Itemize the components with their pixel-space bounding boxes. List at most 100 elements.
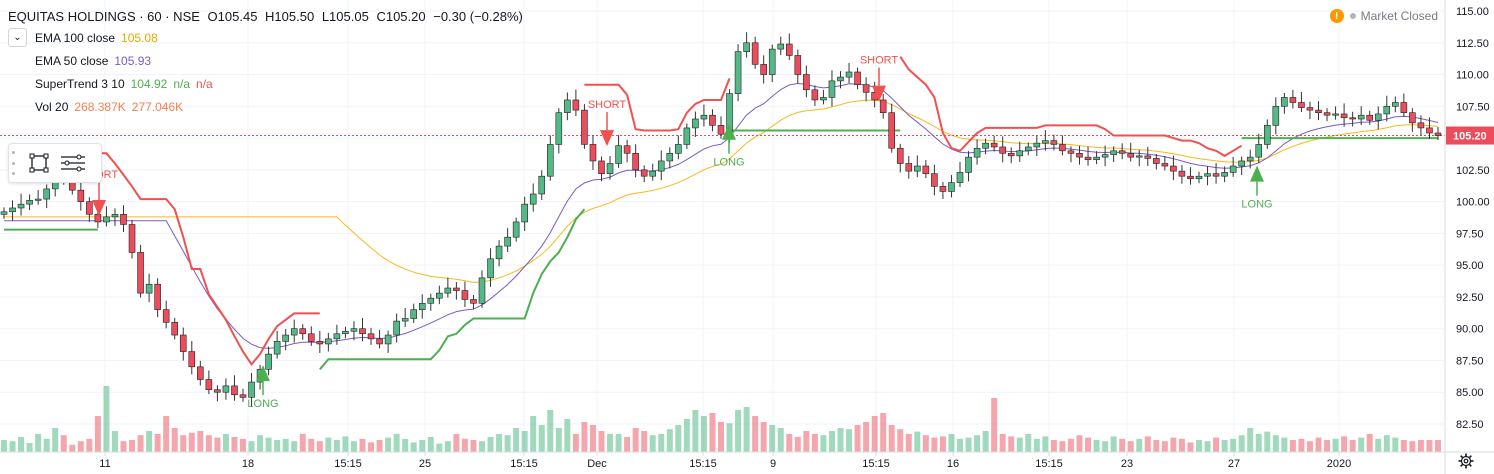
candle-body (1050, 140, 1058, 145)
volume-bar (154, 434, 161, 452)
volume-bar (1255, 434, 1262, 452)
volume-bar (1213, 437, 1220, 452)
warning-icon[interactable]: ! (1329, 9, 1344, 23)
volume-bar (1264, 431, 1271, 452)
volume-bar (1008, 436, 1015, 452)
volume-bar (1067, 438, 1074, 452)
volume-bar (214, 437, 221, 452)
volume-bar (461, 438, 468, 452)
volume-bar (555, 428, 562, 452)
candle-body (478, 277, 486, 304)
drag-handle-icon[interactable] (12, 151, 22, 175)
volume-bar (197, 431, 204, 452)
signal-long: LONG (247, 365, 279, 410)
volume-bar (863, 422, 870, 452)
volume-bar (35, 434, 42, 452)
time-tick-label: 2020 (1327, 458, 1351, 470)
volume-bar (957, 438, 963, 452)
candle-body (1204, 173, 1211, 177)
candle-body (862, 84, 870, 93)
arrow-up-icon (1250, 165, 1264, 182)
volume-bar (316, 441, 323, 452)
time-tick-label: 27 (1228, 458, 1240, 470)
volume-bar (1392, 437, 1399, 452)
candle-body (888, 112, 896, 149)
volume-bar (402, 438, 409, 452)
candle-body (1084, 156, 1092, 160)
indicator-ema50[interactable]: EMA 50 close 105.93 (8, 49, 527, 72)
candle-body (794, 55, 802, 75)
signal-label: LONG (1241, 199, 1272, 211)
volume-bar (1315, 437, 1322, 452)
candle-body (700, 114, 708, 120)
settings-gear-icon (1458, 453, 1474, 469)
indicator-ema100[interactable]: ⌄ EMA 100 close 105.08 (8, 26, 527, 49)
volume-bar (9, 441, 16, 452)
candle-body (1263, 125, 1271, 145)
candle-body (546, 144, 554, 177)
time-axis[interactable]: 11 18 15:15 25 15:15 Dec 15:15 9 15:15 16 15:15 23 2… (0, 451, 1494, 470)
candle-body (572, 99, 580, 111)
volume-bar (1204, 441, 1211, 452)
volume-bar (410, 442, 417, 452)
candle-body (982, 142, 989, 149)
candle-body (1033, 142, 1041, 148)
time-tick-label: 25 (419, 458, 431, 470)
time-tick-label: 15:15 (689, 458, 717, 470)
price-axis[interactable]: 115.00112.50110.00107.50105.00102.50100.… (1444, 0, 1494, 474)
volume-bar (538, 425, 545, 452)
indicator-supertrend[interactable]: SuperTrend 3 10 104.92 n/a n/a (8, 72, 527, 95)
volume-bar (26, 443, 33, 452)
arrow-up-icon (722, 123, 736, 140)
candle-body (623, 145, 631, 154)
candle-body (512, 221, 520, 238)
volume-bar (854, 425, 861, 452)
collapse-legend-button[interactable]: ⌄ (8, 28, 27, 47)
volume-bar (18, 437, 25, 452)
candle-body (990, 142, 998, 148)
floating-drawing-toolbar[interactable] (8, 143, 102, 183)
candle-body (1195, 175, 1203, 180)
candle-body (1024, 146, 1032, 152)
volume-bar (1400, 440, 1407, 452)
status-dot-icon (1349, 13, 1356, 19)
volume-bar (103, 386, 110, 452)
rectangle-tool-button[interactable] (22, 146, 56, 180)
volume-bar (811, 434, 818, 452)
candle-body (1306, 107, 1314, 111)
volume-bar (641, 431, 648, 452)
volume-bar (1025, 434, 1032, 452)
volume-bar (1, 440, 7, 452)
rectangle-select-icon (29, 153, 49, 173)
volume-bar (880, 413, 887, 452)
candle-body (879, 99, 887, 113)
indicator-volume[interactable]: Vol 20 268.387K 277.046K (8, 95, 527, 118)
volume-bar (137, 435, 144, 452)
candle-body (529, 193, 537, 205)
candle-body (120, 214, 127, 225)
candle-body (1332, 113, 1339, 116)
volume-bar (419, 440, 426, 452)
candle-body (231, 385, 238, 396)
candle-body (828, 80, 836, 98)
object-tree-button[interactable] (56, 146, 90, 180)
volume-bar (291, 441, 298, 452)
gear-icon[interactable] (1456, 451, 1476, 471)
volume-bar (888, 425, 895, 452)
time-tick-label: 15:15 (510, 458, 538, 470)
candle-body (1349, 117, 1356, 120)
symbol-title[interactable]: EQUITAS HOLDINGS · 60 · NSE (8, 9, 200, 24)
volume-bar (350, 441, 357, 452)
volume-bar (1281, 437, 1288, 452)
volume-bar (1119, 438, 1126, 452)
indicator-value: 268.387K (74, 99, 126, 114)
candle-body (760, 64, 767, 75)
volume-bar (777, 428, 784, 452)
supertrend-line (319, 208, 586, 371)
candle-body (94, 214, 102, 223)
market-status[interactable]: ! Market Closed (1329, 9, 1438, 23)
candle-body (734, 51, 742, 94)
time-tick-label: 16 (947, 458, 959, 470)
volume-bar (1435, 440, 1441, 452)
